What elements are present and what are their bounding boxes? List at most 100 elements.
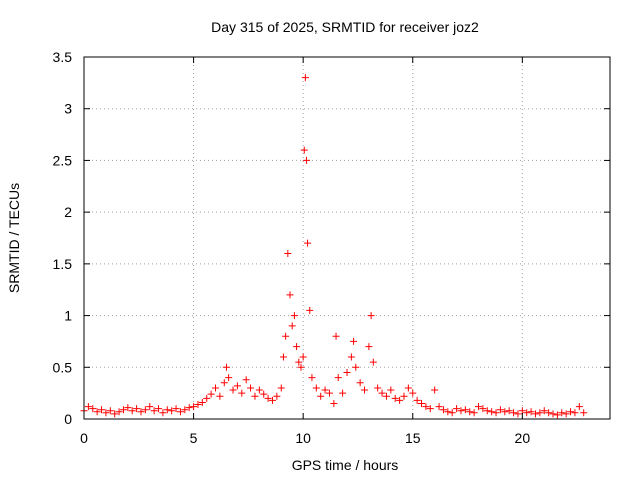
data-point bbox=[255, 386, 263, 394]
data-point bbox=[492, 409, 500, 417]
data-point bbox=[185, 404, 193, 412]
data-point bbox=[387, 386, 395, 394]
data-point bbox=[293, 343, 301, 351]
data-point bbox=[334, 374, 342, 382]
data-point bbox=[418, 399, 426, 407]
data-point bbox=[203, 394, 211, 402]
data-point bbox=[453, 405, 461, 413]
data-point bbox=[523, 409, 531, 417]
data-point bbox=[128, 407, 136, 415]
data-point bbox=[102, 409, 110, 417]
data-point bbox=[321, 386, 329, 394]
data-point bbox=[505, 407, 513, 415]
data-point bbox=[242, 376, 250, 384]
data-point bbox=[111, 410, 119, 418]
data-point bbox=[163, 406, 171, 414]
data-point bbox=[150, 407, 158, 415]
data-point bbox=[365, 343, 373, 351]
data-point bbox=[233, 382, 241, 390]
y-tick-label: 1 bbox=[64, 308, 72, 324]
data-point bbox=[93, 408, 101, 416]
data-point bbox=[330, 399, 338, 407]
data-point bbox=[343, 368, 351, 376]
data-point bbox=[332, 332, 340, 340]
data-point bbox=[422, 403, 430, 411]
data-point bbox=[264, 394, 272, 402]
data-point bbox=[141, 406, 149, 414]
data-point bbox=[545, 409, 553, 417]
y-axis-label: SRMTID / TECUs bbox=[6, 183, 22, 293]
x-tick-label: 20 bbox=[515, 430, 531, 446]
data-point bbox=[479, 405, 487, 413]
y-tick-label: 3.5 bbox=[53, 49, 73, 65]
data-point bbox=[435, 403, 443, 411]
data-point bbox=[475, 403, 482, 411]
data-point bbox=[207, 390, 215, 398]
x-tick-label: 15 bbox=[405, 430, 421, 446]
x-tick-label: 0 bbox=[80, 430, 88, 446]
data-point bbox=[277, 384, 285, 392]
data-point bbox=[251, 392, 259, 400]
data-point bbox=[290, 312, 298, 320]
data-point bbox=[225, 374, 233, 382]
data-point bbox=[466, 408, 474, 416]
data-point bbox=[514, 410, 522, 418]
data-point bbox=[553, 411, 561, 419]
y-tick-label: 1.5 bbox=[53, 256, 73, 272]
data-point bbox=[339, 389, 347, 397]
data-point bbox=[198, 398, 206, 406]
axis-ticks: 0 5 10 15 20 0 0.5 1 1.5 2 2.5 3 3.5 bbox=[53, 49, 610, 446]
x-axis-label: GPS time / hours bbox=[292, 457, 399, 473]
data-point bbox=[194, 401, 202, 409]
data-point bbox=[575, 403, 583, 411]
data-point bbox=[119, 406, 127, 414]
data-point bbox=[124, 404, 132, 412]
x-tick-label: 5 bbox=[190, 430, 198, 446]
data-point bbox=[297, 363, 305, 371]
data-point bbox=[137, 408, 145, 416]
data-point bbox=[229, 386, 237, 394]
data-point bbox=[431, 386, 439, 394]
data-point bbox=[571, 409, 579, 417]
data-point bbox=[567, 408, 575, 416]
data-point bbox=[409, 389, 417, 397]
y-tick-label: 0.5 bbox=[53, 359, 73, 375]
data-point bbox=[268, 396, 276, 404]
data-point bbox=[98, 406, 106, 414]
data-point bbox=[222, 363, 230, 371]
data-point bbox=[527, 408, 535, 416]
data-point bbox=[374, 384, 382, 392]
data-point bbox=[181, 406, 189, 414]
data-point bbox=[284, 250, 292, 258]
data-point bbox=[146, 403, 154, 411]
data-point bbox=[457, 407, 465, 415]
data-point bbox=[106, 407, 114, 415]
plot-frame bbox=[83, 56, 611, 420]
data-point bbox=[295, 358, 303, 366]
data-point bbox=[84, 403, 92, 411]
data-point bbox=[444, 408, 452, 416]
data-point bbox=[212, 384, 219, 392]
data-point bbox=[396, 396, 404, 404]
chart-title: Day 315 of 2025, SRMTID for receiver joz… bbox=[211, 19, 479, 35]
data-point bbox=[325, 389, 333, 397]
y-tick-label: 2 bbox=[64, 204, 72, 220]
data-point bbox=[115, 408, 123, 416]
data-point bbox=[562, 410, 570, 418]
data-point bbox=[220, 379, 228, 387]
data-point bbox=[439, 406, 447, 414]
data-point bbox=[238, 389, 246, 397]
data-point bbox=[352, 363, 360, 371]
data-point bbox=[404, 384, 412, 392]
data-point bbox=[172, 405, 180, 413]
data-point bbox=[558, 409, 566, 417]
data-point bbox=[306, 306, 314, 314]
data-point bbox=[299, 353, 307, 361]
data-point bbox=[301, 74, 309, 82]
data-point bbox=[461, 406, 469, 414]
data-point bbox=[391, 394, 399, 402]
data-point bbox=[510, 409, 518, 417]
data-point bbox=[448, 409, 456, 417]
